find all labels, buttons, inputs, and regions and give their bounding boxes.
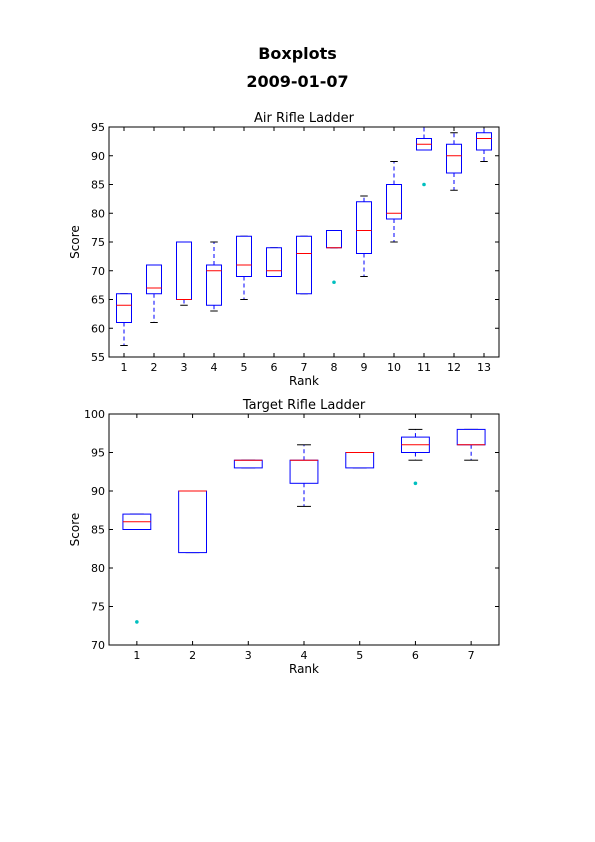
x-tick-label: 12 <box>447 361 461 374</box>
y-axis-label: Score <box>68 225 82 259</box>
box-10 <box>386 161 402 243</box>
box-3 <box>176 241 192 306</box>
y-tick-label: 90 <box>91 485 105 498</box>
x-axis-label: Rank <box>289 662 319 676</box>
iqr-box <box>176 241 192 300</box>
x-tick-label: 5 <box>241 361 248 374</box>
box-4 <box>206 241 222 312</box>
box-7 <box>456 428 486 461</box>
box-6 <box>401 428 430 486</box>
iqr-box <box>236 235 252 277</box>
x-tick-label: 11 <box>417 361 431 374</box>
chart-2: Target Rifle Ladder 70 75 80 85 90 95 100 1 2 3 4 5 6… <box>68 398 500 676</box>
y-tick-label: 65 <box>91 294 105 307</box>
y-tick-label: 85 <box>91 179 105 192</box>
x-tick-label: 6 <box>271 361 278 374</box>
y-tick-label: 60 <box>91 322 105 335</box>
box-3 <box>233 459 263 469</box>
iqr-box <box>266 247 282 277</box>
iqr-box <box>178 490 207 554</box>
y-tick-label: 70 <box>91 265 105 278</box>
x-tick-label: 2 <box>151 361 158 374</box>
figure-subtitle: 2009-01-07 <box>246 72 349 91</box>
box-11 <box>416 126 432 187</box>
figure-title: Boxplots <box>258 44 337 63</box>
iqr-box <box>233 459 263 469</box>
x-tick-label: 4 <box>211 361 218 374</box>
iqr-box <box>456 428 486 446</box>
x-tick-label: 4 <box>301 649 308 662</box>
x-tick-label: 1 <box>133 649 140 662</box>
box-2 <box>146 264 162 323</box>
iqr-box <box>476 132 492 151</box>
chart-title: Target Rifle Ladder <box>242 398 366 413</box>
box-5 <box>236 235 252 300</box>
box-4 <box>289 444 319 507</box>
box-7 <box>296 235 312 295</box>
outlier-point <box>422 182 426 187</box>
y-tick-label: 80 <box>91 207 105 220</box>
outlier-point <box>135 620 139 624</box>
box-12 <box>446 132 462 191</box>
y-tick-label: 55 <box>91 351 105 364</box>
iqr-box <box>206 264 222 306</box>
iqr-box <box>146 264 162 295</box>
iqr-box <box>296 235 312 295</box>
iqr-box <box>116 293 132 323</box>
iqr-box <box>326 230 342 249</box>
iqr-box <box>289 459 319 484</box>
box-8 <box>326 230 342 285</box>
box-9 <box>356 195 372 277</box>
y-tick-label: 70 <box>91 639 105 652</box>
iqr-box <box>386 184 402 220</box>
x-tick-label: 3 <box>245 649 252 662</box>
chart-title: Air Rifle Ladder <box>254 111 355 126</box>
box-1 <box>122 513 152 624</box>
x-tick-label: 5 <box>356 649 363 662</box>
x-tick-label: 7 <box>301 361 308 374</box>
x-tick-label: 9 <box>361 361 368 374</box>
iqr-box <box>446 143 462 174</box>
y-tick-label: 95 <box>91 121 105 134</box>
x-tick-label: 8 <box>331 361 338 374</box>
y-tick-label: 85 <box>91 524 105 537</box>
y-tick-label: 90 <box>91 150 105 163</box>
box-1 <box>116 293 132 346</box>
outlier-point <box>332 280 336 285</box>
y-tick-label: 95 <box>91 447 105 460</box>
x-tick-label: 13 <box>477 361 491 374</box>
box-5 <box>345 452 375 469</box>
x-axis-label: Rank <box>289 374 319 388</box>
box-6 <box>266 247 282 277</box>
x-tick-label: 1 <box>121 361 128 374</box>
x-tick-label: 7 <box>468 649 475 662</box>
y-axis-label: Score <box>68 513 82 547</box>
y-tick-label: 80 <box>91 562 105 575</box>
x-tick-label: 6 <box>412 649 419 662</box>
x-tick-label: 2 <box>189 649 196 662</box>
outlier-point <box>413 481 418 486</box>
box-2 <box>178 490 207 554</box>
iqr-box <box>345 452 375 469</box>
y-tick-label: 75 <box>91 601 105 614</box>
box-13 <box>476 126 492 162</box>
y-tick-label: 100 <box>84 408 105 421</box>
iqr-box <box>356 201 372 254</box>
y-tick-label: 75 <box>91 236 105 249</box>
x-tick-label: 10 <box>387 361 401 374</box>
x-tick-label: 3 <box>181 361 188 374</box>
plot-frame <box>108 413 500 646</box>
